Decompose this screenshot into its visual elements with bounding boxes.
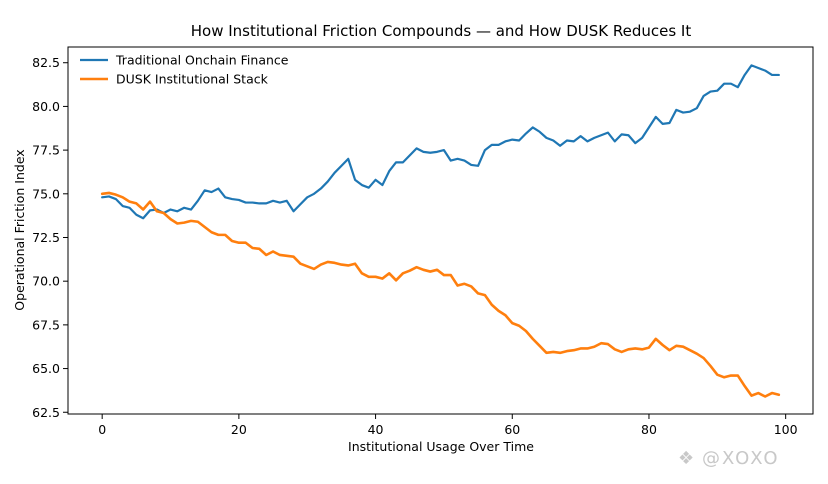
series-line-2 [100,191,781,398]
legend-label: Traditional Onchain Finance [115,53,289,68]
plot-area [67,46,814,415]
y-tick-label: 75.0 [32,186,60,201]
y-tick-label: 77.5 [32,143,60,158]
x-axis-label: Institutional Usage Over Time [348,439,534,454]
y-tick-label: 82.5 [32,55,60,70]
y-tick-label: 72.5 [32,230,60,245]
x-tick-label: 100 [774,422,798,437]
y-axis: 62.5 65.0 67.5 70.0 72.5 75.0 77.5 80.0 82.5 [32,55,68,420]
x-tick-label: 40 [368,422,384,437]
y-tick-label: 80.0 [32,99,60,114]
series-group [100,64,781,398]
x-axis: 0 20 40 60 80 100 [98,414,798,437]
x-tick-label: 20 [231,422,247,437]
legend-label: DUSK Institutional Stack [116,72,269,87]
legend: Traditional Onchain Finance DUSK Institut… [80,53,289,87]
y-tick-label: 62.5 [32,405,60,420]
y-tick-label: 65.0 [32,361,60,376]
x-tick-label: 60 [504,422,520,437]
watermark-symbol: ❖ [678,448,696,469]
y-tick-label: 67.5 [32,317,60,332]
chart-title: How Institutional Friction Compounds — a… [191,22,692,40]
series-line-1 [101,64,780,220]
watermark-text: @XOXO [702,448,780,469]
x-tick-label: 0 [98,422,106,437]
x-tick-label: 80 [641,422,657,437]
y-tick-label: 70.0 [32,274,60,289]
watermark: ❖ @XOXO [678,448,780,469]
y-axis-label: Operational Friction Index [12,149,27,310]
